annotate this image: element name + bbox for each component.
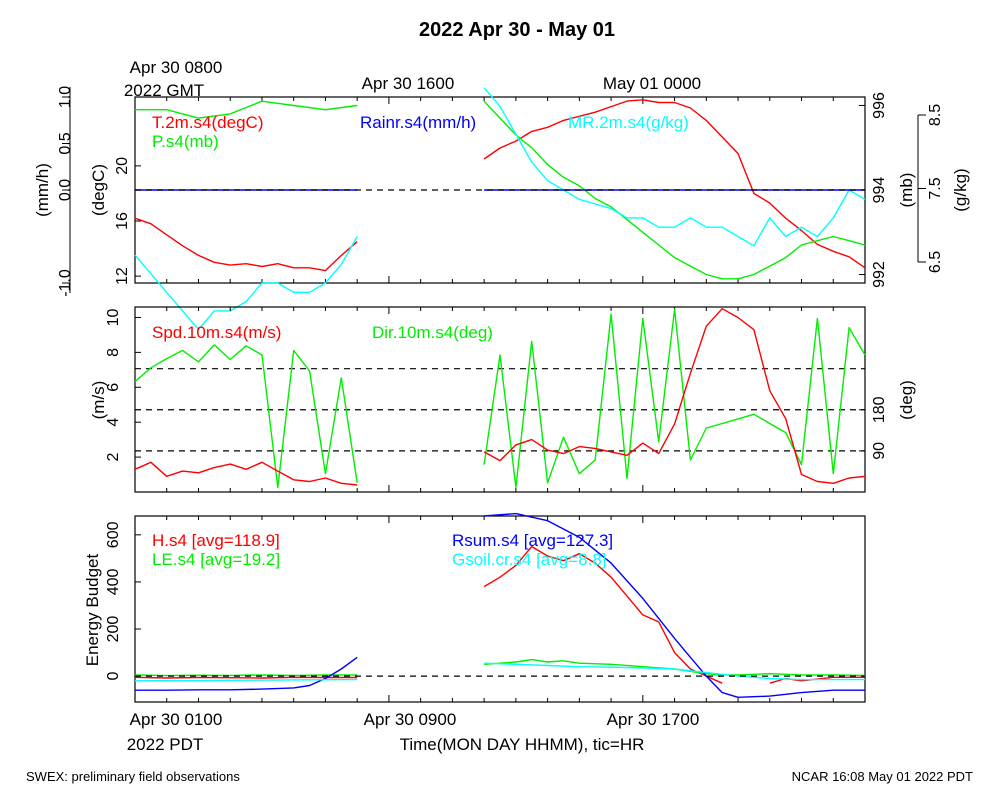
temp-tick-label: 12: [114, 267, 131, 285]
energy-tick-label: 0: [105, 672, 122, 681]
top-time-label-end: May 01 0000: [603, 74, 701, 93]
series-line-spd-10m-s4-m-s-0: [134, 461, 358, 486]
legend-sensible-heat: H.s4 [avg=118.9]: [152, 531, 280, 550]
panel-middle: 2 4 6 8 10 (m/s) 90 180 (deg) Spd.10m.s4(m/s) Dir.…: [89, 306, 916, 493]
series-line-le-s4-avg-19-2-1: [484, 658, 866, 677]
direction-tick-label: 180: [871, 396, 888, 423]
energy-axis-label: Energy Budget: [83, 553, 102, 666]
top-time-label-start: Apr 30 0800: [130, 58, 223, 77]
series-line-dir-10m-s4-deg-1: [483, 308, 866, 489]
legend-wind-speed: Spd.10m.s4(m/s): [152, 323, 281, 342]
rain-tick-label: 0.5: [57, 132, 74, 154]
series-line-spd-10m-s4-m-s-1: [483, 308, 866, 484]
series-line-gsoil-cr-s4-avg-8-8-1: [484, 662, 865, 681]
series-line-t-2m-s4-degc-1: [483, 99, 866, 269]
pressure-tick-label: 992: [871, 261, 888, 288]
series-line-gsoil-cr-s4-avg-8-8-0: [134, 678, 358, 682]
legend-temperature: T.2m.s4(degC): [152, 113, 263, 132]
pressure-axis-label: (mb): [897, 173, 916, 208]
temp-tick-label: 16: [114, 212, 131, 230]
chart-title: 2022 Apr 30 - May 01: [419, 19, 615, 41]
rain-tick-label: 0.0: [57, 179, 74, 201]
footer-left: SWEX: preliminary field observations: [26, 769, 240, 784]
legend-wind-direction: Dir.10m.s4(deg): [372, 323, 493, 342]
speed-tick-label: 2: [105, 453, 122, 462]
series-line-t-2m-s4-degc-0: [134, 217, 358, 272]
bottom-time-label-3: Apr 30 1700: [607, 710, 700, 729]
legend-mixing-ratio: MR.2m.s4(g/kg): [568, 113, 689, 132]
series-line-p-s4-mb-1: [483, 100, 866, 280]
series-line-h-s4-avg-118-9-0: [134, 676, 358, 679]
series-line-mr-2m-s4-g-kg-0: [134, 236, 358, 331]
energy-tick-label: 200: [105, 616, 122, 643]
legend-pressure: P.s4(mb): [152, 132, 219, 151]
legend-rain-rate: Rainr.s4(mm/h): [360, 113, 476, 132]
legend-radiation-sum: Rsum.s4 [avg=127.3]: [452, 531, 613, 550]
rain-tick-label: 1.0: [57, 86, 74, 108]
mr-axis-label: (g/kg): [951, 168, 970, 211]
legend-soil-heat-flux: Gsoil.cr.s4 [avg=8.8]: [452, 550, 607, 569]
speed-axis-label: (m/s): [89, 381, 108, 420]
top-time-label-start-zone: 2022 GMT: [124, 81, 204, 100]
rain-tick-label: -1.0: [57, 269, 74, 297]
temp-axis-label: (degC): [89, 164, 108, 216]
bottom-time-label-1: Apr 30 0100: [130, 710, 223, 729]
x-axis-title: Time(MON DAY HHMM), tic=HR: [400, 735, 645, 754]
energy-tick-label: 400: [105, 568, 122, 595]
speed-tick-label: 8: [105, 348, 122, 357]
series-line-le-s4-avg-19-2-0: [134, 674, 358, 677]
series-line-dir-10m-s4-deg-0: [134, 344, 358, 489]
footer-right: NCAR 16:08 May 01 2022 PDT: [792, 769, 973, 784]
direction-axis-label: (deg): [897, 380, 916, 420]
top-time-label-mid: Apr 30 1600: [362, 74, 455, 93]
mr-tick-label: 6.5: [927, 251, 944, 273]
series-line-h-s4-avg-118-9-1: [483, 545, 723, 684]
rain-axis-label: (mm/h): [33, 163, 52, 217]
series-line-h-s4-avg-118-9-2: [769, 676, 865, 684]
speed-tick-label: 4: [105, 418, 122, 427]
series-line-rsum-s4-avg-127-3-0: [135, 656, 358, 691]
plot-frame: [134, 515, 866, 703]
pressure-tick-label: 994: [871, 177, 888, 204]
plot-frame: [134, 306, 866, 493]
panel-top: -1.0 0.0 0.5 1.0 (mm/h) 12 16 20 (degC) 992 994 996…: [33, 86, 970, 331]
series-line-mr-2m-s4-g-kg-1: [483, 87, 866, 247]
direction-tick-label: 90: [871, 442, 888, 460]
bottom-time-label-zone: 2022 PDT: [127, 735, 204, 754]
temp-tick-label: 20: [114, 157, 131, 175]
series-line-rsum-s4-avg-127-3-1: [484, 512, 865, 698]
mr-tick-label: 8.5: [927, 104, 944, 126]
speed-tick-label: 10: [105, 308, 122, 326]
speed-tick-label: 6: [105, 383, 122, 392]
pressure-tick-label: 996: [871, 92, 888, 119]
legend-latent-heat: LE.s4 [avg=19.2]: [152, 550, 280, 569]
bottom-time-label-2: Apr 30 0900: [364, 710, 457, 729]
energy-tick-label: 600: [105, 521, 122, 548]
mr-tick-label: 7.5: [927, 177, 944, 199]
series-line-p-s4-mb-0: [135, 100, 358, 119]
